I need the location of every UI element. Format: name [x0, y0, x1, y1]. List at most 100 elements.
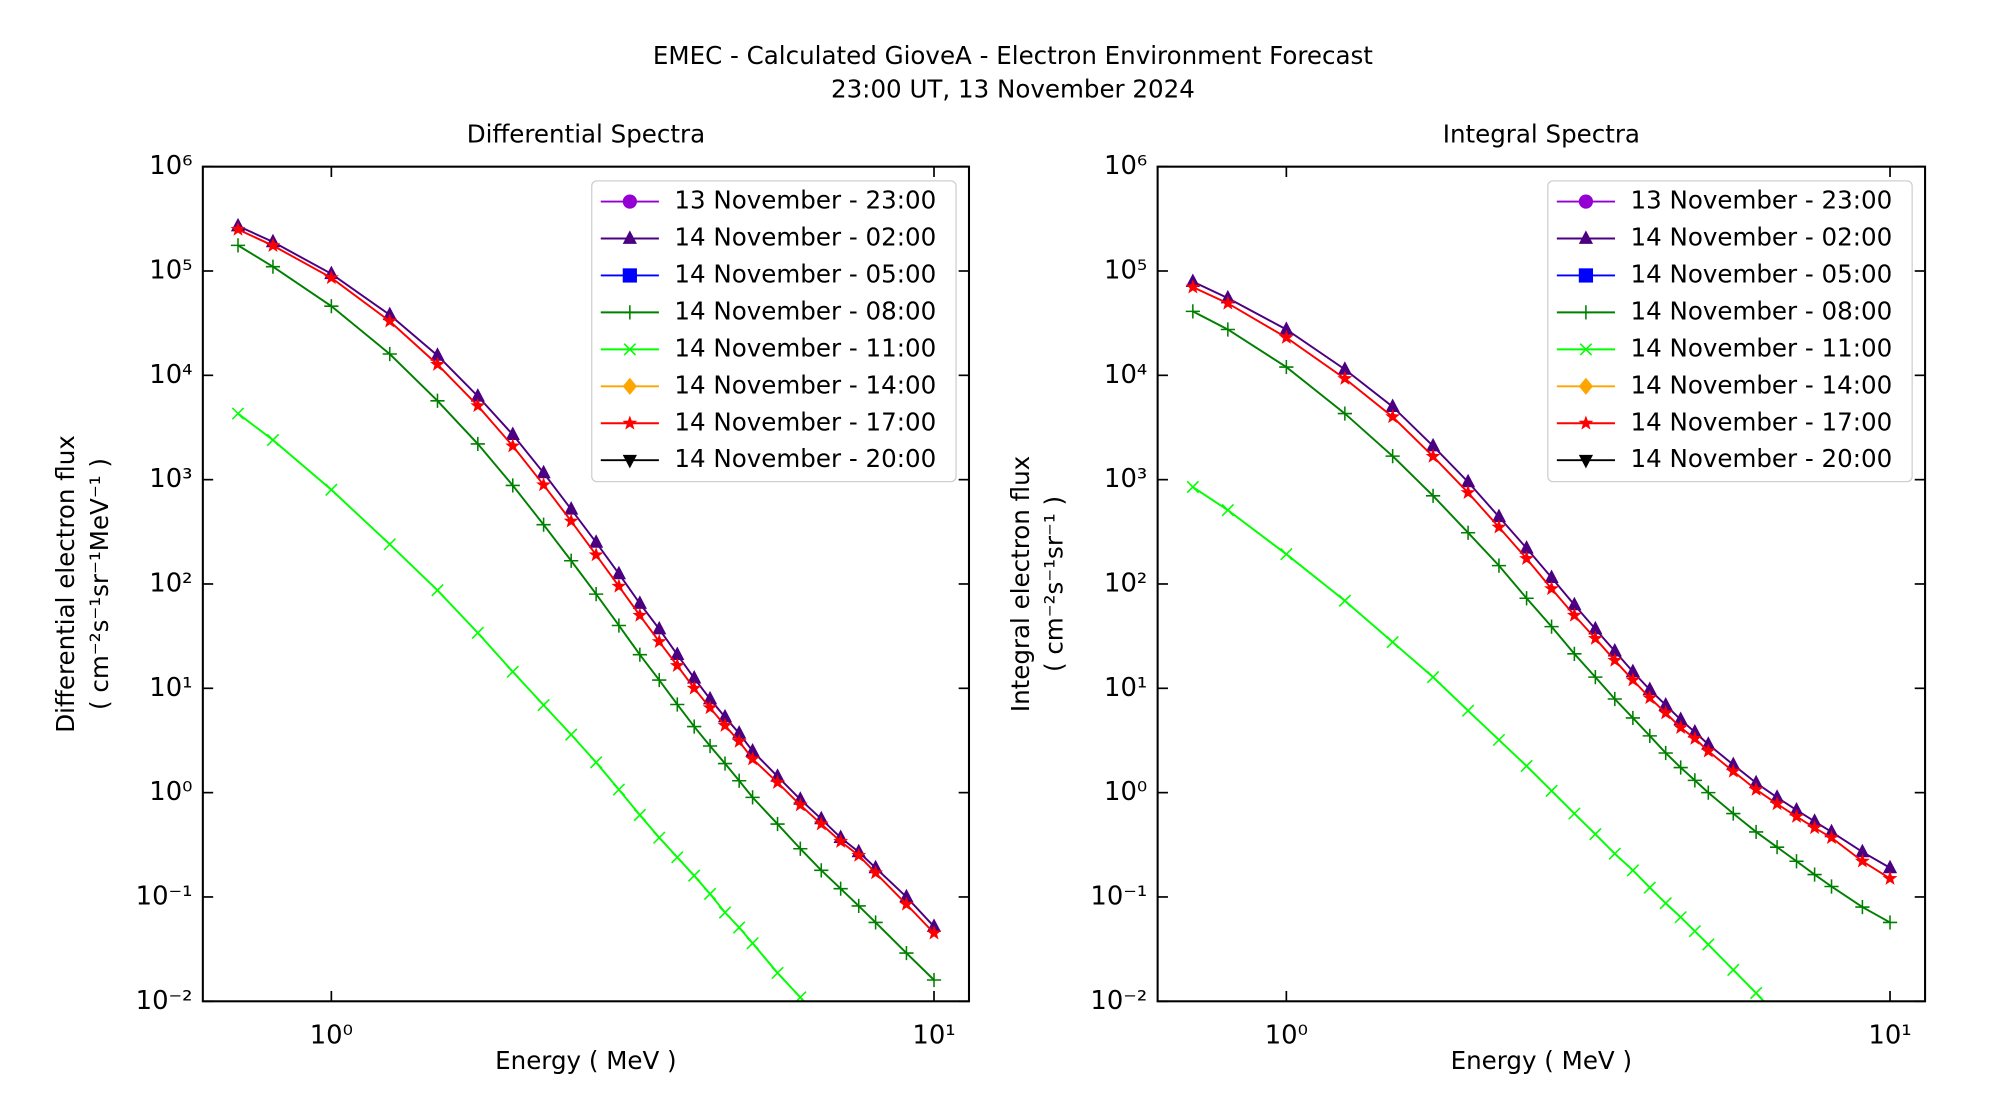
marker: [1674, 910, 1687, 924]
marker: [702, 690, 718, 705]
marker: [1220, 295, 1236, 310]
marker: [732, 725, 747, 739]
chart-panel: Integral Spectra Energy ( MeV ) Integral e…: [1006, 120, 1927, 1075]
y-tick-label: 10³: [149, 464, 192, 494]
marker: [537, 698, 550, 712]
y-tick-label: 10⁴: [149, 360, 192, 390]
marker: [323, 270, 339, 285]
marker: [1882, 915, 1898, 930]
marker: [1567, 596, 1582, 611]
y-tick-label: 10²: [1104, 568, 1147, 598]
y-tick-label: 10⁵: [149, 255, 192, 285]
marker: [611, 578, 627, 593]
y-tick-label: 10⁴: [1104, 360, 1147, 390]
marker: [1545, 784, 1558, 798]
marker: [1854, 853, 1870, 868]
figure-title: EMEC - Calculated GioveA - Electron Envi…: [653, 41, 1373, 70]
marker: [622, 194, 637, 209]
marker: [745, 790, 760, 805]
marker: [1726, 806, 1741, 821]
marker: [1460, 484, 1476, 500]
marker: [1607, 691, 1622, 707]
marker: [1882, 859, 1898, 874]
marker: [833, 881, 848, 896]
marker: [1519, 591, 1534, 606]
marker: [1673, 719, 1689, 734]
x-tick-label: 10¹: [1868, 1021, 1911, 1051]
marker: [1519, 550, 1535, 565]
y-tick-label: 10⁶: [149, 151, 192, 181]
legend-label: 14 November - 11:00: [674, 333, 936, 362]
marker: [1185, 279, 1201, 294]
legend-label: 14 November - 05:00: [674, 259, 936, 288]
marker: [702, 738, 718, 754]
marker: [1748, 774, 1764, 789]
marker: [1659, 897, 1672, 910]
marker: [1807, 819, 1823, 835]
marker: [1385, 409, 1401, 424]
marker: [1687, 730, 1703, 745]
marker: [1578, 454, 1594, 469]
marker: [564, 553, 579, 568]
marker: [687, 869, 701, 882]
marker: [230, 221, 246, 236]
marker: [536, 517, 551, 532]
marker: [1588, 670, 1603, 685]
marker: [1643, 881, 1657, 894]
y-tick-label: 10¹: [149, 673, 192, 703]
marker: [732, 773, 747, 788]
marker: [1769, 840, 1785, 855]
marker: [1280, 547, 1293, 561]
x-tick-label: 10⁰: [1265, 1021, 1308, 1051]
marker: [1673, 711, 1688, 726]
marker: [564, 501, 579, 515]
legend-label: 14 November - 17:00: [674, 407, 936, 436]
marker: [506, 665, 520, 679]
marker: [745, 751, 761, 766]
marker: [325, 483, 338, 496]
y-tick-label: 10⁻²: [136, 986, 193, 1016]
marker: [1789, 808, 1804, 823]
plot-area: [1185, 273, 1898, 1002]
marker: [1725, 763, 1741, 778]
marker: [1749, 986, 1763, 1000]
legend-label: 14 November - 02:00: [674, 223, 936, 252]
legend-label: 13 November - 23:00: [1630, 186, 1892, 215]
marker: [622, 454, 637, 469]
y-tick-label: 10¹: [1104, 673, 1147, 703]
marker: [589, 534, 604, 548]
marker: [1186, 480, 1200, 494]
marker: [1578, 305, 1594, 320]
marker: [324, 299, 339, 314]
marker: [1520, 759, 1533, 773]
marker: [1568, 807, 1581, 820]
marker: [1855, 899, 1870, 915]
marker: [430, 356, 445, 371]
marker: [1221, 503, 1235, 517]
legend: 13 November - 23:00 14 November - 02:00 14…: [591, 180, 957, 483]
y-tick-label: 10⁵: [1104, 255, 1147, 285]
marker: [652, 620, 667, 635]
y-tick-label: 10⁻¹: [1090, 881, 1147, 911]
marker: [470, 436, 485, 452]
marker: [564, 728, 578, 741]
marker: [1460, 473, 1476, 488]
marker: [1566, 607, 1582, 622]
marker: [669, 657, 685, 672]
marker: [431, 584, 444, 597]
marker: [1425, 448, 1441, 463]
marker: [833, 833, 849, 848]
marker: [717, 708, 733, 723]
marker: [771, 966, 784, 980]
marker: [1544, 619, 1559, 634]
marker: [1701, 736, 1716, 750]
legend-label: 14 November - 17:00: [1630, 407, 1892, 436]
marker: [851, 898, 866, 914]
marker: [851, 847, 867, 862]
chart-title: Differential Spectra: [467, 120, 705, 149]
marker: [1769, 796, 1785, 811]
marker: [793, 841, 808, 856]
marker: [717, 717, 733, 732]
marker: [470, 388, 485, 402]
figure-subtitle: 23:00 UT, 13 November 2024: [831, 74, 1195, 103]
